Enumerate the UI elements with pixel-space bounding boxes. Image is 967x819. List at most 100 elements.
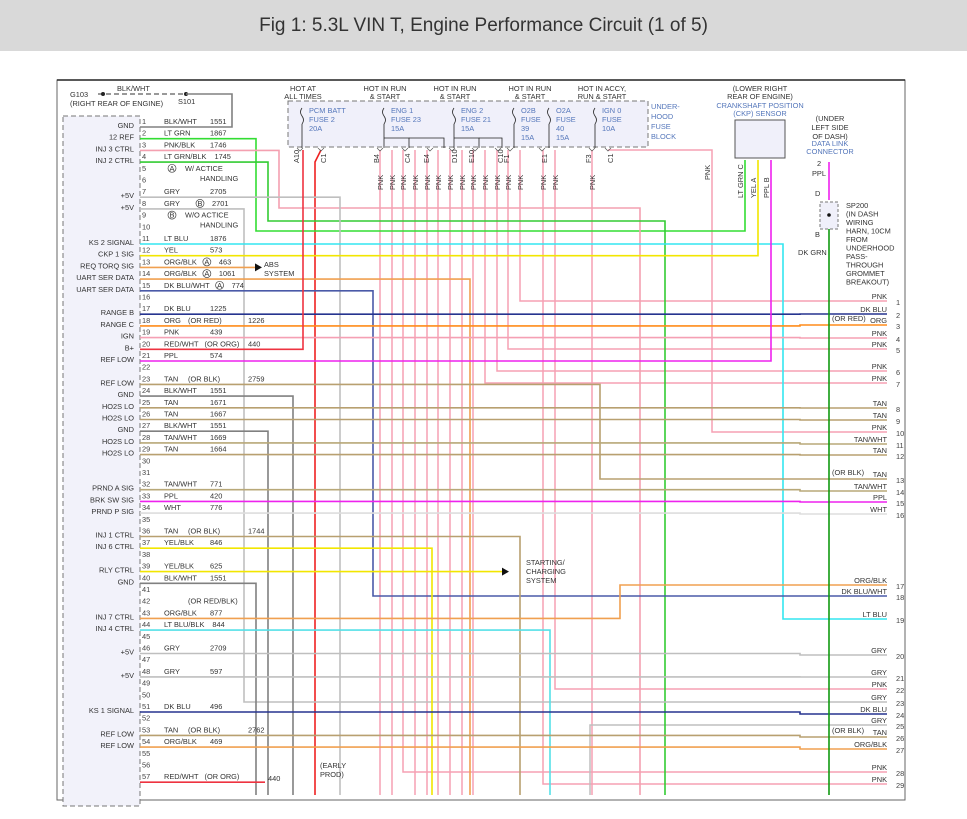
terminal-icon (506, 147, 514, 152)
ign-fuse-output-wire (608, 149, 887, 433)
pin-number: 27 (142, 421, 150, 430)
wire-color-label: PPL (164, 491, 178, 500)
right-pin-number: 10 (896, 429, 904, 438)
pin-number: 30 (142, 456, 150, 465)
wire-color-label: LT BLU (164, 234, 188, 243)
splice-description: GROMMET (846, 269, 885, 278)
wire-color-label: TAN (164, 527, 178, 536)
pin-number: 16 (142, 293, 150, 302)
hot-condition-label: HOT IN RUN (509, 84, 552, 93)
pin-number: 33 (142, 491, 150, 500)
circuit-number: 1746 (210, 140, 226, 149)
circuit-number: 2701 (212, 199, 228, 208)
pin-number: 38 (142, 550, 150, 559)
right-pin-wire-label: TAN/WHT (854, 435, 888, 444)
right-pin-wire-label: ORG/BLK (854, 740, 887, 749)
pin-signal-label: +5V (121, 203, 134, 212)
pin-number: 35 (142, 515, 150, 524)
fuse-label: 15A (556, 133, 569, 142)
wire-color-label: LT GRN/BLK (164, 152, 207, 161)
circuit-number: 1226 (248, 316, 264, 325)
ground-g103-icon (101, 92, 105, 96)
right-pin-number: 7 (896, 380, 900, 389)
pin-signal-label: IGN (121, 332, 134, 341)
splice-pin-d: D (815, 189, 820, 198)
circuit-number: 1667 (210, 410, 226, 419)
marker-letter: B (198, 199, 203, 208)
marker-circle (215, 280, 224, 290)
fuse-label: FUSE (602, 115, 622, 124)
pin-number: 52 (142, 714, 150, 723)
wire-pin-43 (140, 584, 887, 620)
right-pin-number: 29 (896, 781, 904, 790)
right-pin-wire-label: TAN (873, 446, 887, 455)
wire-color-label: DK BLU/WHT (164, 281, 210, 290)
pin-signal-label: REF LOW (100, 355, 134, 364)
fuse-drop-wire-label: PNK (376, 175, 385, 190)
pcm-batt-output-wire (314, 149, 322, 795)
pin-number: 36 (142, 527, 150, 536)
right-pin-wire-label: PNK (872, 374, 887, 383)
wire-alt-color-note: (OR BLK) (188, 725, 220, 734)
handling-note-text: W/ ACTICE (185, 164, 223, 173)
early-prod-note: (EARLY (320, 761, 346, 770)
wire-color-label: TAN (164, 445, 178, 454)
wire-pin-4 (140, 161, 666, 795)
right-pin-wire-label: PNK (872, 680, 887, 689)
ground-location: (RIGHT REAR OF ENGINE) (70, 99, 163, 108)
fuse-drop-wire-label: PNK (469, 175, 478, 190)
dk-grn-wire-label: DK GRN (798, 248, 827, 257)
pin-signal-label: INJ 2 CTRL (95, 156, 134, 165)
pin-signal-label: INJ 6 CTRL (95, 542, 134, 551)
pin-signal-label: +5V (121, 671, 134, 680)
pin-signal-label: GND (118, 425, 134, 434)
ckp-sensor-name: CRANKSHAFT POSITION (716, 101, 803, 110)
circuit-number: 2709 (210, 644, 226, 653)
underhood-fuse-block (287, 100, 649, 148)
fuse-drop-wire (496, 150, 887, 372)
wire-pin-8 (140, 208, 887, 703)
right-pin-number: 8 (896, 405, 900, 414)
fuse-label: O2B (521, 106, 536, 115)
circuit-number: 1551 (210, 573, 226, 582)
circuit-number: 1744 (248, 527, 264, 536)
marker-letter: A (204, 257, 209, 266)
right-pin-number: 13 (896, 476, 904, 485)
dlc-location: LEFT SIDE (811, 123, 848, 132)
early-prod-note: PROD) (320, 770, 344, 779)
right-pin-number: 15 (896, 499, 904, 508)
handling-note-text: HANDLING (200, 174, 238, 183)
wire-color-label: LT GRN (164, 129, 190, 138)
wire-pin-33 (140, 500, 887, 503)
fuse-drop-wire-label: PNK (588, 175, 597, 190)
pin-number: 22 (142, 363, 150, 372)
wire-color-label: ORG/BLK (164, 737, 197, 746)
terminal-label: C4 (403, 154, 412, 163)
circuit-number: 469 (210, 737, 222, 746)
wire-color-label: PPL (164, 351, 178, 360)
wire-pin-53 (140, 734, 887, 738)
marker-circle (202, 269, 212, 278)
marker-circle (202, 257, 212, 267)
pin-signal-label: RANGE C (100, 320, 134, 329)
terminal-label: E1 (540, 154, 549, 163)
wire-pin-32 (140, 488, 887, 492)
wire-color-label: YEL (164, 246, 178, 255)
circuit-number: 597 (210, 667, 222, 676)
wire-pin-18 (140, 324, 887, 327)
wire-pin-37 (140, 547, 433, 795)
hot-condition-label: HOT IN RUN (434, 84, 477, 93)
pin-number: 11 (142, 234, 150, 243)
wire-pin-20 (140, 150, 304, 351)
fuse-label: 10A (602, 124, 615, 133)
circuit-number: 1551 (210, 421, 226, 430)
right-pin-number: 9 (896, 417, 900, 426)
pin-number: 37 (142, 538, 150, 547)
fuse-block-label: FUSE (651, 122, 671, 131)
terminal-label: C1 (319, 154, 328, 163)
splice-description: WIRING (846, 218, 874, 227)
dlc-wire-label: PPL (812, 169, 826, 178)
circuit-number: 1669 (210, 433, 226, 442)
splice-description: HARN, 10CM (846, 227, 891, 236)
pin-number: 8 (142, 199, 146, 208)
